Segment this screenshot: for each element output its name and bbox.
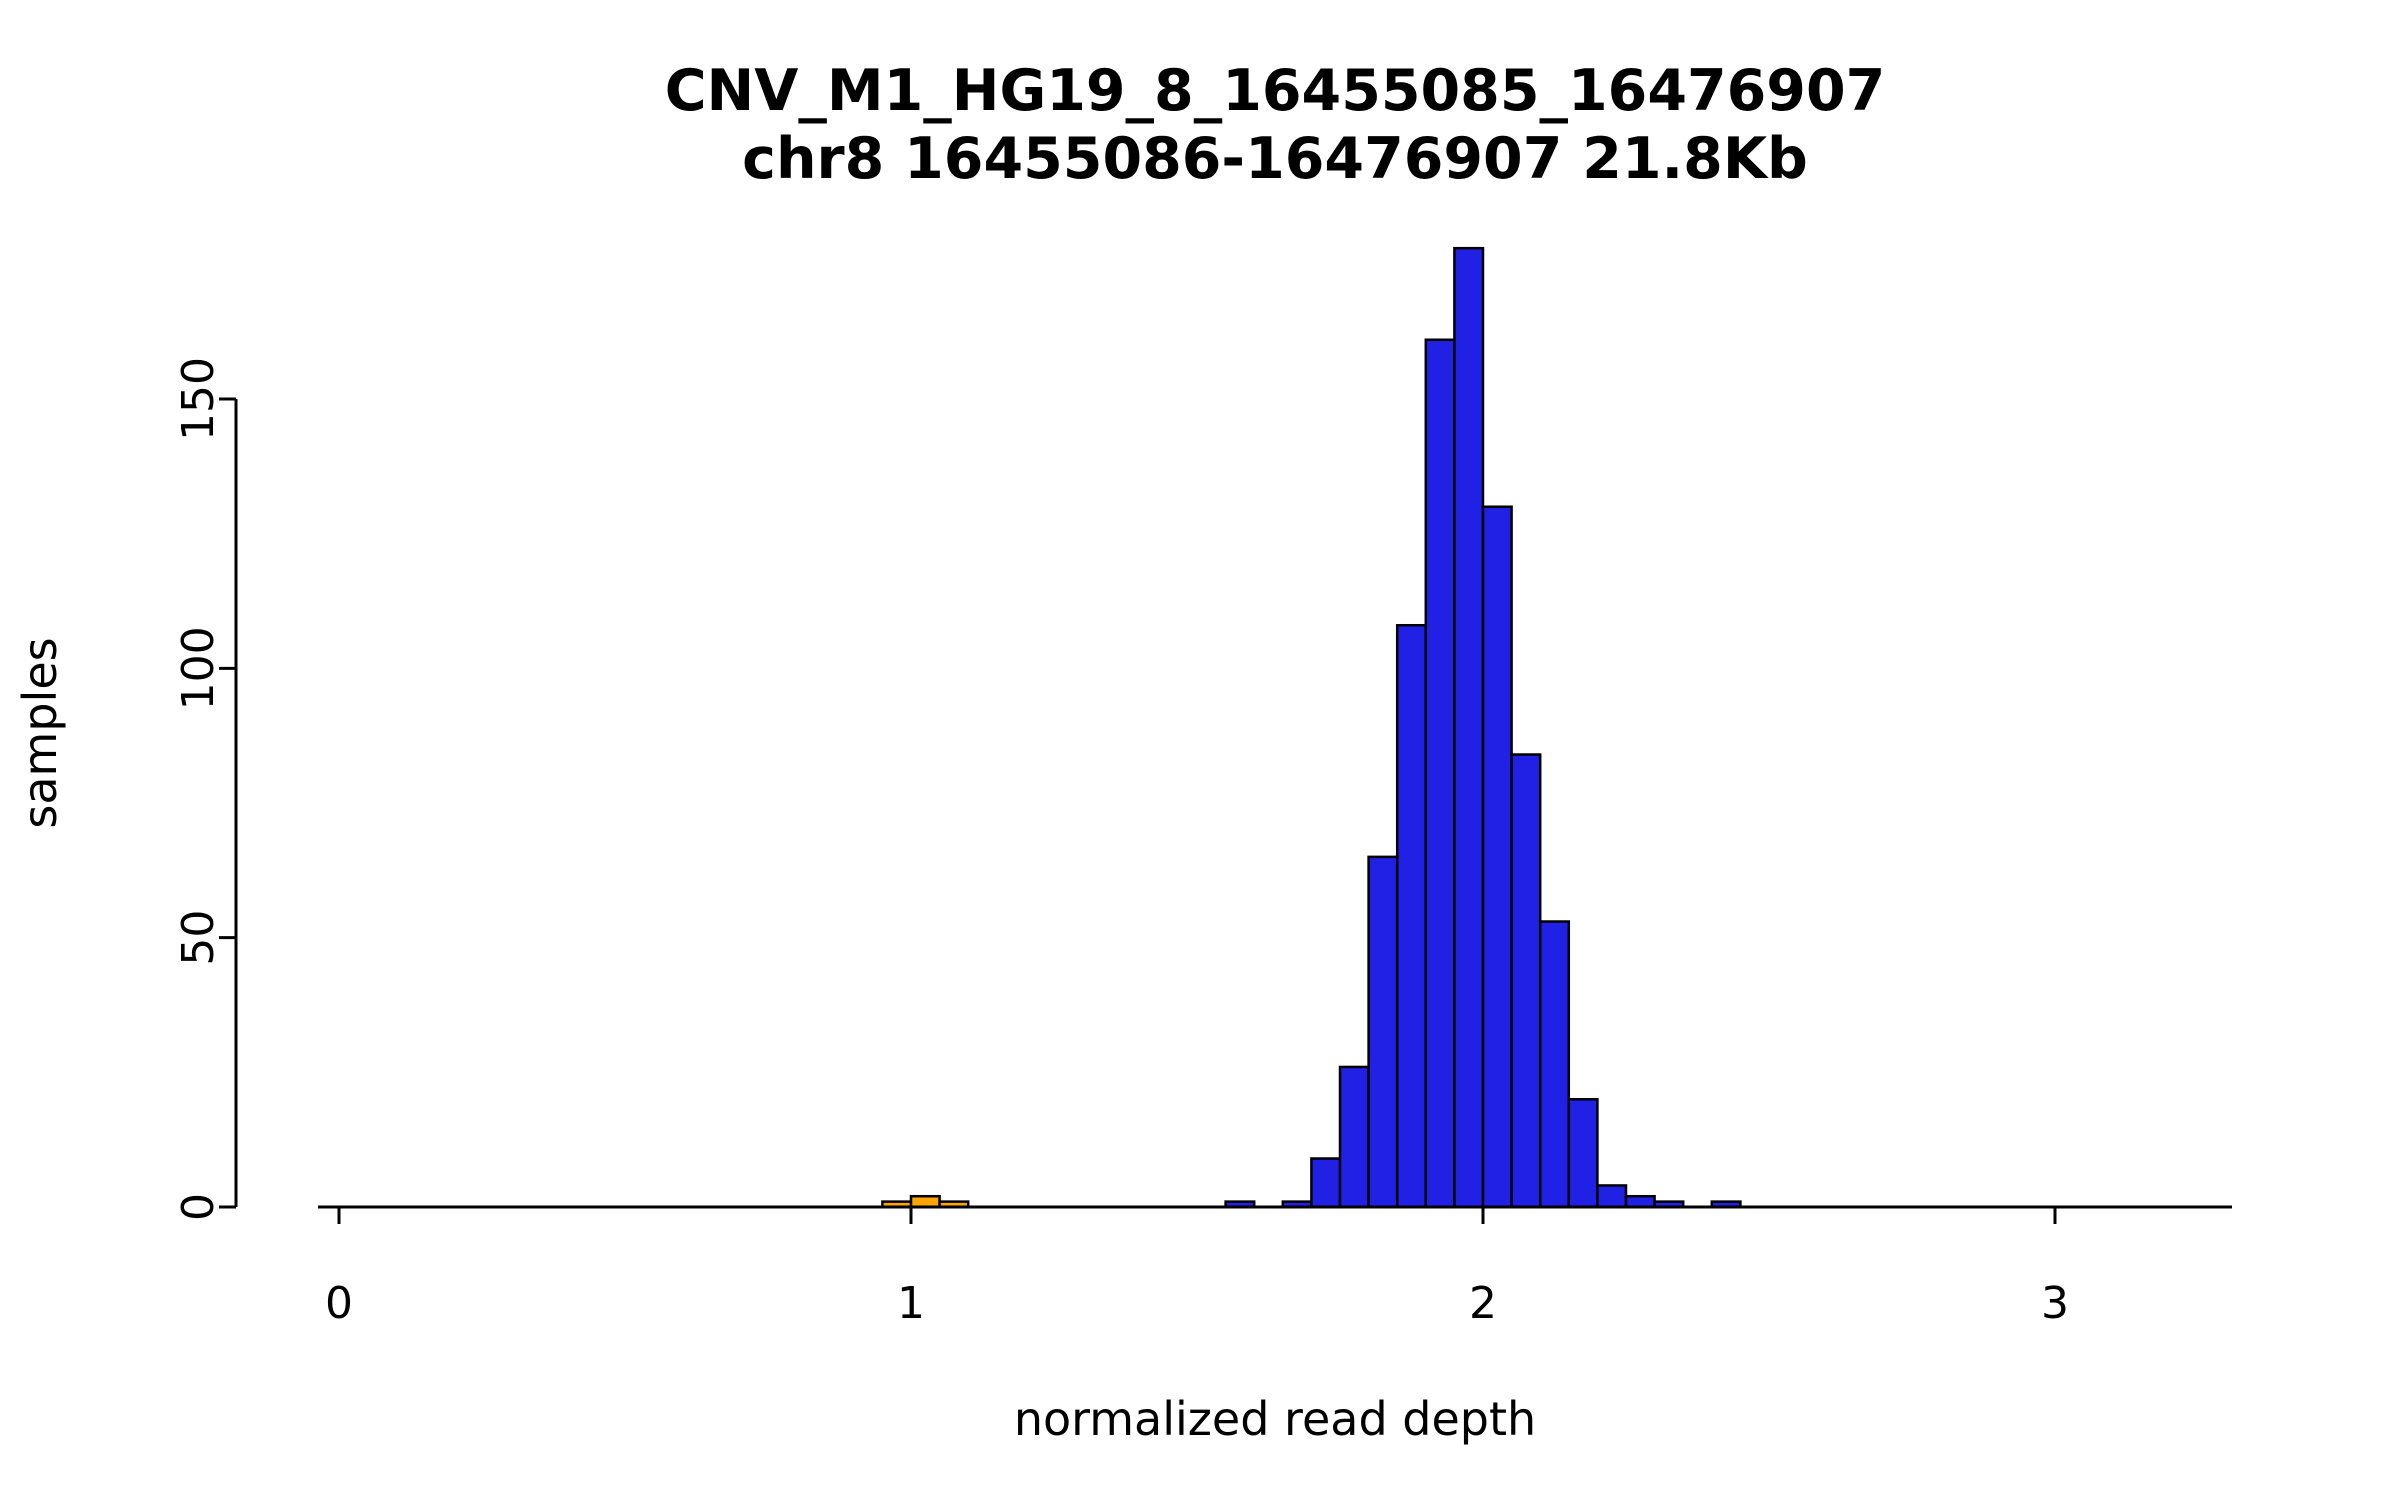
histogram-bar-blue-series <box>1510 753 1542 1209</box>
histogram-bar-blue-series <box>1395 623 1428 1209</box>
x-axis-title: normalized read depth <box>1013 1392 1537 1446</box>
histogram-bar-blue-series <box>1338 1065 1370 1209</box>
x-tick-label: 1 <box>897 1278 925 1329</box>
chart-subtitle: chr8 16455086-16476907 21.8Kb <box>742 126 1808 192</box>
y-axis-title: samples <box>13 637 67 829</box>
histogram-bar-blue-series <box>1453 246 1485 1209</box>
histogram-bar-blue-series <box>1367 855 1399 1209</box>
histogram-bar-blue-series <box>1310 1157 1342 1209</box>
x-tick-label: 0 <box>325 1278 353 1329</box>
histogram-bar-blue-series <box>1596 1184 1628 1209</box>
chart-title: CNV_M1_HG19_8_16455085_16476907 <box>664 58 1886 124</box>
histogram-bar-blue-series <box>1481 505 1513 1209</box>
histogram-bar-blue-series <box>1538 920 1571 1209</box>
histogram-bar-blue-series <box>1424 338 1456 1209</box>
histogram-bar-blue-series <box>1624 1194 1656 1209</box>
y-tick-label: 50 <box>173 910 224 966</box>
histogram-bar-blue-series <box>1567 1098 1599 1209</box>
y-tick-label: 100 <box>173 626 224 710</box>
histogram-bar-orange-series <box>909 1194 941 1209</box>
x-tick-label: 3 <box>2041 1278 2069 1329</box>
y-tick-label: 150 <box>173 357 224 441</box>
x-tick-label: 2 <box>1469 1278 1497 1329</box>
y-tick-label: 0 <box>173 1193 224 1221</box>
